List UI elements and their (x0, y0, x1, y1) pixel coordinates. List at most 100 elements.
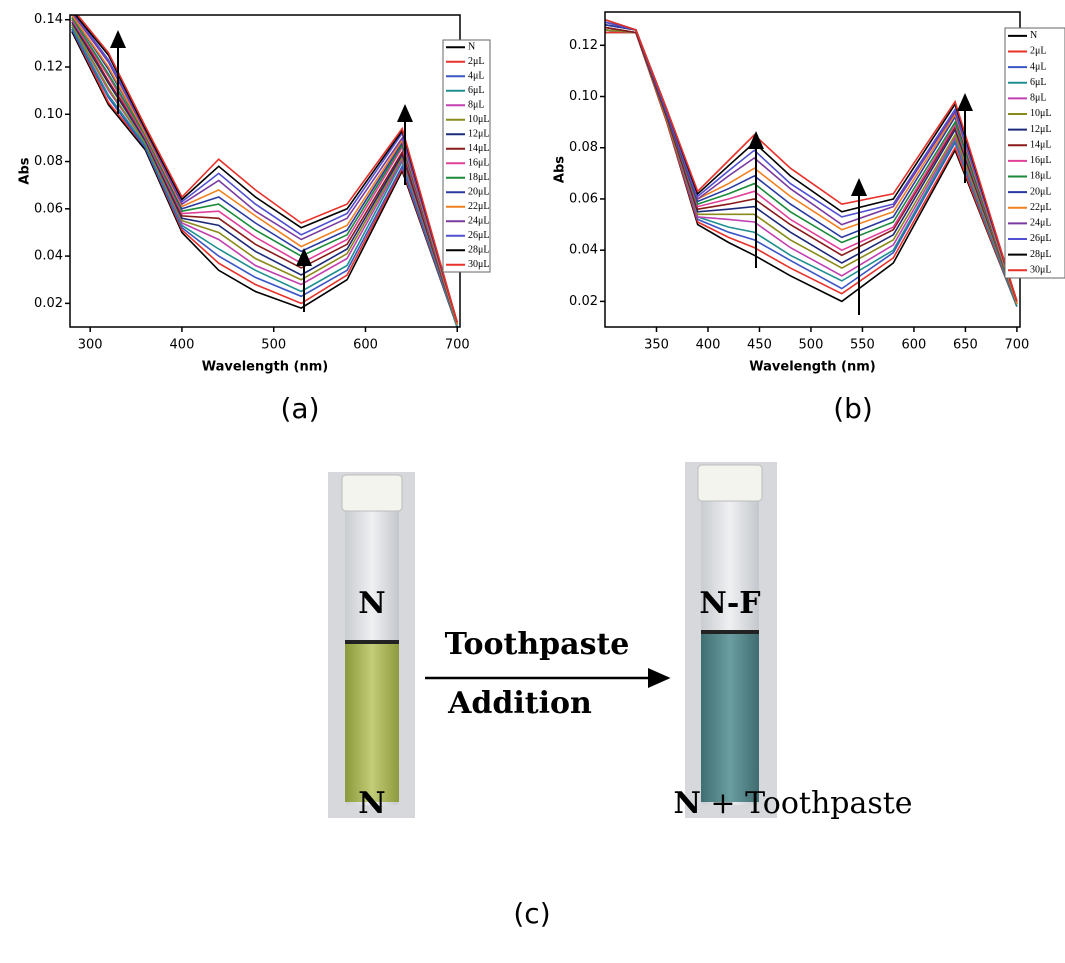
legend-label: 26μL (1030, 233, 1051, 244)
series-line (71, 19, 458, 325)
legend-label: 28μL (1030, 249, 1051, 260)
series-line (71, 31, 458, 327)
x-tick-label: 400 (696, 338, 721, 353)
legend-label: 14μL (468, 143, 489, 154)
legend-label: 24μL (468, 216, 489, 227)
x-tick-label: 600 (902, 338, 927, 353)
series-line (72, 15, 458, 323)
annotation-arrows (110, 30, 973, 315)
series-line (605, 26, 1018, 305)
series-line (605, 24, 1018, 305)
legend-label: 6μL (1030, 77, 1046, 88)
series-line (71, 21, 458, 325)
vial-photo-left (328, 472, 415, 818)
series-line (605, 26, 1018, 305)
y-tick-label: 0.04 (569, 243, 598, 258)
legend-label: 12μL (1030, 124, 1051, 135)
legend-label: 18μL (468, 172, 489, 183)
series-line (71, 19, 458, 325)
series-line (74, 15, 458, 323)
legend-label: 2μL (468, 56, 484, 67)
arrow-label: Addition (447, 686, 592, 721)
x-axis-title: Wavelength (nm) (749, 360, 875, 375)
y-tick-label: 0.02 (34, 296, 63, 311)
series-line (605, 29, 1018, 305)
series-line (71, 15, 458, 325)
photo-caption-rest: + Toothpaste (710, 786, 912, 821)
legend-label: 20μL (1030, 186, 1051, 197)
series-line (605, 29, 1018, 307)
y-tick-label: 0.06 (569, 191, 598, 206)
series-line (71, 26, 458, 327)
legend-label: 16μL (468, 158, 489, 169)
x-tick-label: 650 (953, 338, 978, 353)
series-line (605, 24, 1018, 305)
legend-label: 20μL (468, 187, 489, 198)
legend-label: N (1030, 30, 1037, 41)
legend-label: 4μL (1030, 61, 1046, 72)
series-line (71, 28, 458, 327)
series-line (605, 24, 1018, 305)
legend-label: 30μL (468, 259, 489, 270)
y-tick-label: 0.02 (569, 294, 598, 309)
series-line (605, 21, 1018, 305)
legend-label: 8μL (1030, 93, 1046, 104)
x-tick-label: 350 (644, 338, 669, 353)
photo-caption: N (358, 786, 385, 821)
y-tick-label: 0.10 (569, 89, 598, 104)
x-tick-label: 700 (445, 338, 470, 353)
y-tick-label: 0.14 (34, 12, 63, 27)
legend-label: 28μL (468, 245, 489, 256)
series-line (71, 16, 458, 325)
legend-label: 10μL (1030, 108, 1051, 119)
arrow-label: Toothpaste (445, 627, 630, 662)
legend-label: 30μL (1030, 264, 1051, 275)
legend-label: N (468, 42, 475, 53)
y-tick-label: 0.06 (34, 201, 63, 216)
legend-label: 18μL (1030, 171, 1051, 182)
x-tick-label: 500 (799, 338, 824, 353)
panel-caption: (b) (833, 392, 873, 425)
legend-label: 12μL (468, 129, 489, 140)
x-tick-label: 700 (1004, 338, 1029, 353)
legend-box (442, 39, 491, 273)
x-tick-label: 300 (78, 338, 103, 353)
series-line (71, 28, 458, 327)
panel-caption: (a) (280, 392, 319, 425)
y-tick-label: 0.04 (34, 249, 63, 264)
x-tick-label: 450 (747, 338, 772, 353)
x-tick-label: 600 (353, 338, 378, 353)
x-axis-title: Wavelength (nm) (202, 360, 328, 375)
vial-label: N (358, 586, 385, 621)
legend-box (1004, 27, 1065, 279)
y-axis-title: Abs (553, 156, 568, 183)
series-line (605, 29, 1018, 305)
legend-label: 2μL (1030, 46, 1046, 57)
legend-label: 4μL (468, 71, 484, 82)
legend-label: 22μL (1030, 202, 1051, 213)
legend-label: 26μL (468, 230, 489, 241)
panel-caption: (c) (513, 897, 550, 930)
x-tick-label: 400 (170, 338, 195, 353)
series-line (74, 15, 458, 323)
series-line (71, 24, 458, 325)
legend-label: 8μL (468, 100, 484, 111)
legend-label: 22μL (468, 201, 489, 212)
x-tick-label: 550 (850, 338, 875, 353)
legend-label: 6μL (468, 85, 484, 96)
y-tick-label: 0.08 (34, 154, 63, 169)
series-line (71, 15, 458, 325)
vial-label: N-F (699, 586, 760, 621)
photo-caption: N + Toothpaste (673, 786, 912, 821)
legend-label: 10μL (468, 114, 489, 125)
y-axis-title: Abs (18, 157, 33, 184)
y-tick-label: 0.12 (569, 38, 598, 53)
photo-caption-bold: N (673, 786, 700, 821)
legend-label: 24μL (1030, 218, 1051, 229)
legend-label: 14μL (1030, 139, 1051, 150)
legend-label: 16μL (1030, 155, 1051, 166)
vial-photo-right (685, 462, 777, 818)
y-tick-label: 0.08 (569, 140, 598, 155)
